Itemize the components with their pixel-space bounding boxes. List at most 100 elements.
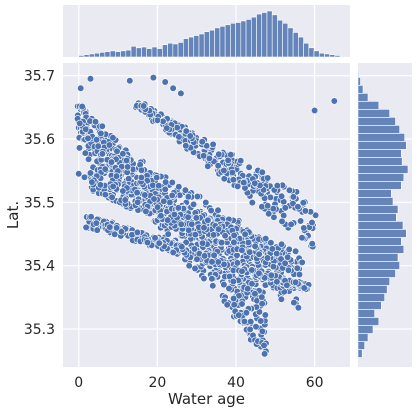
scatter-point (101, 191, 109, 199)
y-histogram-bar (357, 173, 405, 182)
y-histogram-bar (357, 293, 385, 302)
scatter-point (262, 235, 270, 243)
scatter-point (264, 174, 272, 182)
scatter-point (240, 317, 249, 326)
scatter-point (163, 124, 171, 132)
y-tick-label: 35.7 (24, 69, 55, 85)
scatter-point (185, 226, 193, 234)
scatter-point (198, 138, 206, 146)
scatter-point (251, 242, 259, 250)
y-histogram-bar (357, 277, 390, 286)
scatter-point (82, 125, 90, 133)
scatter-point (278, 217, 286, 225)
scatter-point (311, 106, 319, 115)
x-histogram-bar (188, 36, 195, 58)
scatter-point (281, 204, 289, 212)
scatter-point (154, 203, 162, 211)
y-histogram-bar (357, 301, 382, 310)
y-histogram-bar (357, 237, 402, 246)
scatter-point (295, 270, 304, 279)
scatter-point (301, 207, 310, 215)
x-histogram-bar (250, 16, 257, 58)
scatter-point (105, 141, 113, 149)
x-histogram-bar (261, 12, 268, 58)
y-histogram-bar (357, 213, 397, 222)
y-tick-label: 35.5 (24, 195, 55, 211)
x-histogram-bar (230, 22, 236, 58)
y-histogram-bar (357, 197, 394, 206)
scatter-point (287, 220, 295, 228)
x-histogram-bar (193, 35, 200, 58)
y-histogram-bar (357, 133, 405, 142)
scatter-point (119, 187, 127, 195)
scatter-point (248, 280, 256, 288)
scatter-point (192, 214, 200, 222)
y-histogram-bar (357, 229, 407, 238)
scatter-point (294, 304, 303, 312)
scatter-point (285, 186, 294, 194)
scatter-point (248, 266, 256, 274)
y-histogram-bar (357, 221, 404, 230)
x-marginal-bars (78, 10, 346, 58)
scatter-point (190, 200, 198, 208)
scatter-point (88, 178, 96, 186)
scatter-point (273, 278, 281, 286)
scatter-point (155, 182, 163, 190)
x-histogram-bar (104, 51, 111, 58)
x-histogram-bar (308, 47, 315, 58)
y-histogram-bar (357, 261, 400, 270)
x-histogram-bar (156, 48, 163, 58)
scatter-point (220, 175, 228, 183)
scatter-point (308, 240, 316, 248)
scatter-point (312, 211, 320, 219)
y-histogram-bar (357, 285, 388, 294)
x-histogram-bar (78, 55, 85, 58)
scatter-point (149, 181, 157, 189)
scatter-point (117, 228, 126, 236)
scatter-point (263, 254, 272, 262)
scatter-point (82, 223, 90, 231)
x-tick-label: 40 (227, 375, 245, 391)
scatter-point (208, 258, 216, 266)
scatter-point (209, 282, 217, 290)
y-histogram-bar (357, 117, 396, 126)
x-histogram-bar (324, 53, 331, 58)
scatter-point (244, 285, 252, 293)
x-histogram-bar (235, 22, 242, 58)
scatter-point (108, 193, 116, 201)
x-histogram-bar (120, 50, 127, 58)
scatter-point (150, 195, 158, 203)
scatter-point (98, 150, 106, 158)
x-histogram-bar (292, 32, 299, 58)
y-histogram-bar (357, 245, 405, 254)
scatter-point (112, 172, 121, 180)
y-histogram-bar (357, 69, 360, 78)
scatter-point (186, 132, 194, 140)
scatter-point (181, 186, 189, 194)
scatter-point (237, 157, 245, 165)
scatter-point (283, 281, 291, 289)
scatter-point (261, 311, 269, 319)
scatter-point (169, 248, 177, 257)
y-histogram-bar (357, 349, 363, 358)
scatter-point (225, 284, 233, 293)
scatter-point (289, 193, 298, 201)
scatter-point (277, 295, 286, 303)
scatter-point (87, 213, 95, 221)
scatter-point (207, 206, 215, 215)
scatter-point (141, 191, 149, 199)
scatter-point (133, 228, 141, 236)
scatter-point (109, 182, 117, 190)
scatter-point (182, 238, 190, 246)
scatter-point (229, 277, 237, 286)
scatter-point (280, 211, 288, 220)
x-histogram-bar (271, 14, 278, 58)
x-tick-label: 20 (148, 375, 166, 391)
scatter-point (122, 156, 131, 165)
x-histogram-bar (177, 42, 184, 58)
x-histogram-bar (318, 52, 325, 58)
scatter-point (98, 122, 106, 130)
scatter-point (238, 267, 246, 275)
scatter-point (293, 264, 301, 272)
